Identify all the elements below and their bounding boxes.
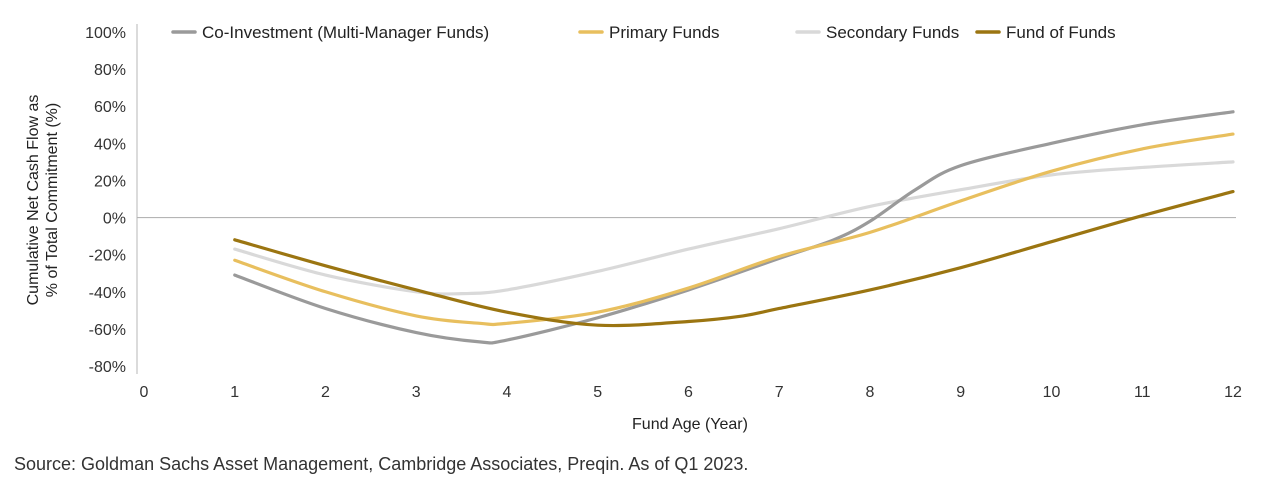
x-tick-label: 8	[866, 384, 875, 401]
legend: Co-Investment (Multi-Manager Funds) Prima…	[171, 23, 1116, 42]
y-tick-label: -40%	[89, 285, 126, 302]
series-line-secondary-funds	[233, 160, 1235, 296]
x-tick-label: 5	[593, 384, 602, 401]
x-tick-label: 11	[1134, 384, 1151, 401]
x-tick-label: 3	[412, 384, 421, 401]
x-tick-label: 10	[1043, 384, 1061, 401]
y-tick-label: 100%	[85, 25, 126, 42]
y-axis-title-line-2: % of Total Commitment (%)	[44, 103, 61, 297]
y-axis-title-line-1: Cumulative Net Cash Flow as	[25, 95, 42, 306]
legend-item: Secondary Funds	[795, 23, 959, 42]
x-axis-title: Fund Age (Year)	[632, 416, 748, 433]
y-tick-label: -60%	[89, 322, 126, 339]
source-text: Goldman Sachs Asset Management, Cambridg…	[76, 454, 749, 474]
legend-item: Co-Investment (Multi-Manager Funds)	[171, 23, 489, 42]
x-tick-label: 2	[321, 384, 330, 401]
y-tick-label: 20%	[94, 173, 126, 190]
y-tick-label: 0%	[103, 211, 126, 228]
legend-label: Fund of Funds	[1006, 23, 1116, 42]
x-tick-label: 0	[140, 384, 149, 401]
source-note: Source: Goldman Sachs Asset Management, …	[14, 454, 748, 475]
y-tick-label: 60%	[94, 99, 126, 116]
legend-item: Fund of Funds	[975, 23, 1116, 42]
y-tick-label: -20%	[89, 248, 126, 265]
series-line-primary-funds	[233, 132, 1235, 327]
x-axis: 0 1 2 3 4 5 6 7 8 9 10 11 12	[140, 384, 1242, 401]
y-tick-label: 40%	[94, 136, 126, 153]
x-tick-label: 9	[956, 384, 965, 401]
series-group	[233, 110, 1235, 345]
source-label: Source:	[14, 454, 77, 474]
series-line-co-investment-multi-manager-funds	[233, 110, 1235, 345]
legend-item: Primary Funds	[578, 23, 720, 42]
x-tick-label: 7	[775, 384, 784, 401]
y-axis: 100% 80% 60% 40% 20% 0% -20% -40% -60% -80%	[85, 24, 1236, 376]
y-tick-label: 80%	[94, 62, 126, 79]
series-line-fund-of-funds	[233, 189, 1235, 328]
legend-label: Primary Funds	[609, 23, 720, 42]
line-chart: Co-Investment (Multi-Manager Funds) Prima…	[25, 23, 1242, 433]
x-tick-label: 12	[1224, 384, 1242, 401]
y-tick-label: -80%	[89, 359, 126, 376]
legend-label: Secondary Funds	[826, 23, 959, 42]
x-tick-label: 1	[230, 384, 239, 401]
x-tick-label: 6	[684, 384, 693, 401]
x-tick-label: 4	[503, 384, 512, 401]
legend-label: Co-Investment (Multi-Manager Funds)	[202, 23, 489, 42]
